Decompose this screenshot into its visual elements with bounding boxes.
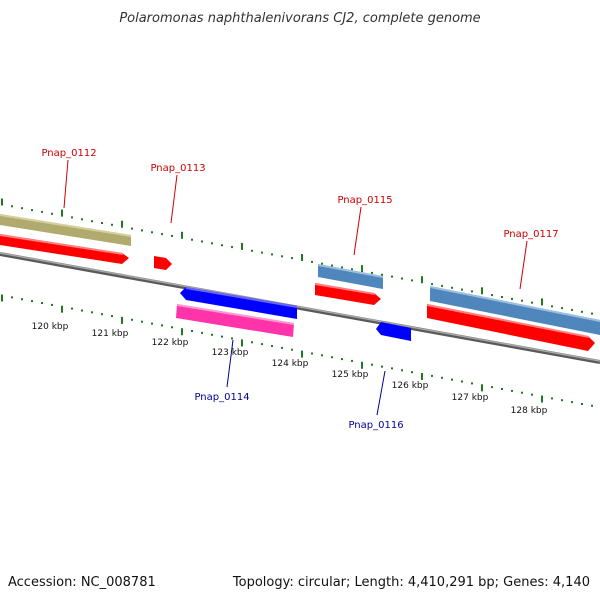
- leader-pnap-0115: [353, 206, 362, 256]
- gene-arrow-pnap-0114-highlight: [186, 287, 297, 308]
- cds-feature-pnap-0115[interactable]: [318, 264, 383, 289]
- label-pnap-0114[interactable]: Pnap_0114: [194, 392, 249, 403]
- scale-labels: 120 kbp 121 kbp 122 kbp 123 kbp 124 kbp …: [32, 322, 548, 416]
- scale-label-124: 124 kbp: [272, 359, 309, 369]
- label-pnap-0116[interactable]: Pnap_0116: [348, 420, 403, 431]
- cds-feature-olive[interactable]: [0, 214, 131, 246]
- scale-label-126: 126 kbp: [392, 381, 429, 391]
- gene-labels: Pnap_0112 Pnap_0113 Pnap_0115 Pnap_0117 …: [41, 148, 558, 431]
- genome-backbone-highlight: [0, 252, 600, 362]
- gene-arrow-pnap-0117[interactable]: [427, 304, 595, 351]
- accession-text: Accession: NC_008781: [8, 575, 156, 590]
- cds-feature-pnap-0115-highlight: [318, 264, 383, 278]
- scale-label-128: 128 kbp: [511, 406, 548, 416]
- leader-pnap-0112: [63, 159, 69, 209]
- gene-arrow-unlabeled-highlight: [0, 234, 123, 255]
- gene-arrow-pnap-0116[interactable]: [376, 322, 411, 341]
- label-pnap-0115[interactable]: Pnap_0115: [337, 195, 392, 206]
- label-pnap-0112[interactable]: Pnap_0112: [41, 148, 96, 159]
- scale-label-125: 125 kbp: [332, 370, 369, 380]
- topology-summary-text: Topology: circular; Length: 4,410,291 bp…: [232, 575, 590, 590]
- cds-feature-olive-highlight: [0, 214, 131, 237]
- cds-feature-pnap-0117[interactable]: [430, 286, 600, 335]
- leader-pnap-0114: [226, 339, 234, 388]
- label-leaders: [63, 159, 528, 416]
- cds-feature-pnap-0114[interactable]: [176, 304, 294, 337]
- gene-arrow-pnap-0114[interactable]: [180, 287, 297, 319]
- scale-label-121: 121 kbp: [92, 329, 129, 339]
- map-title: Polaromonas naphthalenivorans CJ2, compl…: [119, 11, 480, 26]
- lower-tick-row: [1, 294, 593, 407]
- gene-arrow-pnap-0115[interactable]: [315, 283, 381, 305]
- scale-label-122: 122 kbp: [152, 338, 189, 348]
- scale-label-123: 123 kbp: [212, 348, 249, 358]
- gene-arrow-pnap-0115-highlight: [315, 283, 375, 295]
- scale-label-120: 120 kbp: [32, 322, 69, 332]
- scale-label-127: 127 kbp: [452, 393, 489, 403]
- cds-feature-pnap-0117-highlight: [430, 286, 600, 322]
- label-pnap-0117[interactable]: Pnap_0117: [503, 229, 558, 240]
- label-pnap-0113[interactable]: Pnap_0113: [150, 163, 205, 174]
- genome-backbone: [0, 252, 600, 364]
- feature-track: [0, 214, 600, 351]
- gene-arrow-unlabeled[interactable]: [0, 234, 129, 264]
- gene-arrow-pnap-0117-highlight: [427, 304, 589, 338]
- upper-tick-row: [1, 198, 593, 315]
- leader-pnap-0113: [170, 174, 178, 224]
- cds-feature-pnap-0114-highlight: [177, 304, 294, 325]
- leader-pnap-0116: [376, 370, 386, 416]
- gene-arrow-pnap-0113[interactable]: [154, 256, 172, 270]
- leader-pnap-0117: [519, 240, 528, 290]
